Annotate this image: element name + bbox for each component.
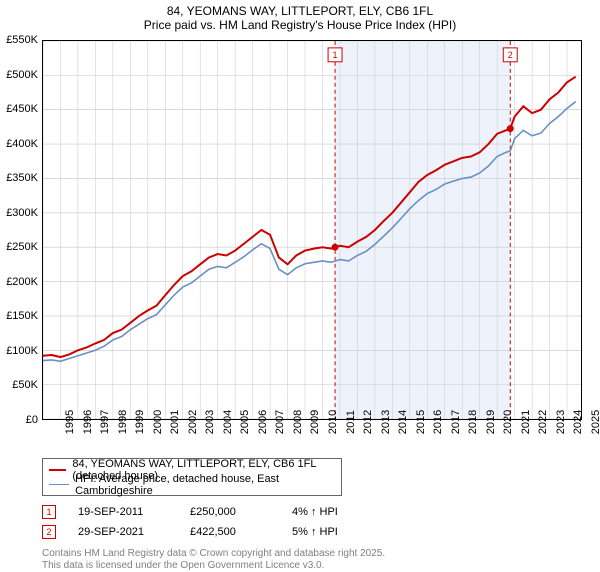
title-subtitle: Price paid vs. HM Land Registry's House … bbox=[0, 18, 600, 32]
y-tick-label: £300K bbox=[2, 207, 38, 219]
footer-line-1: Contains HM Land Registry data © Crown c… bbox=[42, 548, 582, 560]
marker-2-icon: 2 bbox=[42, 525, 56, 539]
tx-price: £422,500 bbox=[190, 526, 270, 538]
tx-date: 19-SEP-2011 bbox=[78, 506, 168, 518]
legend-swatch-property bbox=[49, 469, 66, 471]
tx-date: 29-SEP-2021 bbox=[78, 526, 168, 538]
y-tick-label: £500K bbox=[2, 69, 38, 81]
tx-change: 4% ↑ HPI bbox=[292, 506, 372, 518]
marker-1-icon: 1 bbox=[42, 505, 56, 519]
y-tick-label: £550K bbox=[2, 34, 38, 46]
chart-container: 84, YEOMANS WAY, LITTLEPORT, ELY, CB6 1F… bbox=[0, 0, 600, 560]
svg-text:1: 1 bbox=[333, 50, 338, 60]
y-tick-label: £50K bbox=[2, 379, 38, 391]
y-tick-label: £350K bbox=[2, 172, 38, 184]
footer-line-2: This data is licensed under the Open Gov… bbox=[42, 560, 582, 572]
attribution-footer: Contains HM Land Registry data © Crown c… bbox=[42, 548, 582, 572]
legend: 84, YEOMANS WAY, LITTLEPORT, ELY, CB6 1F… bbox=[42, 458, 342, 496]
y-tick-label: £450K bbox=[2, 103, 38, 115]
y-tick-label: £150K bbox=[2, 310, 38, 322]
x-tick-label: 2025 bbox=[568, 410, 600, 434]
y-tick-label: £0 bbox=[2, 414, 38, 426]
legend-label-hpi: HPI: Average price, detached house, East… bbox=[75, 473, 335, 497]
transaction-row: 2 29-SEP-2021 £422,500 5% ↑ HPI bbox=[42, 522, 582, 542]
transaction-table: 1 19-SEP-2011 £250,000 4% ↑ HPI 2 29-SEP… bbox=[42, 502, 582, 542]
y-tick-label: £100K bbox=[2, 345, 38, 357]
y-tick-label: £250K bbox=[2, 241, 38, 253]
transaction-row: 1 19-SEP-2011 £250,000 4% ↑ HPI bbox=[42, 502, 582, 522]
chart-titles: 84, YEOMANS WAY, LITTLEPORT, ELY, CB6 1F… bbox=[0, 0, 600, 34]
title-address: 84, YEOMANS WAY, LITTLEPORT, ELY, CB6 1F… bbox=[0, 4, 600, 18]
legend-row-hpi: HPI: Average price, detached house, East… bbox=[49, 477, 335, 492]
line-chart-svg: 12 bbox=[43, 41, 581, 419]
tx-price: £250,000 bbox=[190, 506, 270, 518]
legend-swatch-hpi bbox=[49, 484, 69, 486]
plot-area: 12 bbox=[42, 40, 582, 420]
tx-change: 5% ↑ HPI bbox=[292, 526, 372, 538]
y-tick-label: £200K bbox=[2, 276, 38, 288]
svg-text:2: 2 bbox=[508, 50, 513, 60]
bottom-panel: 84, YEOMANS WAY, LITTLEPORT, ELY, CB6 1F… bbox=[42, 458, 582, 572]
y-tick-label: £400K bbox=[2, 138, 38, 150]
